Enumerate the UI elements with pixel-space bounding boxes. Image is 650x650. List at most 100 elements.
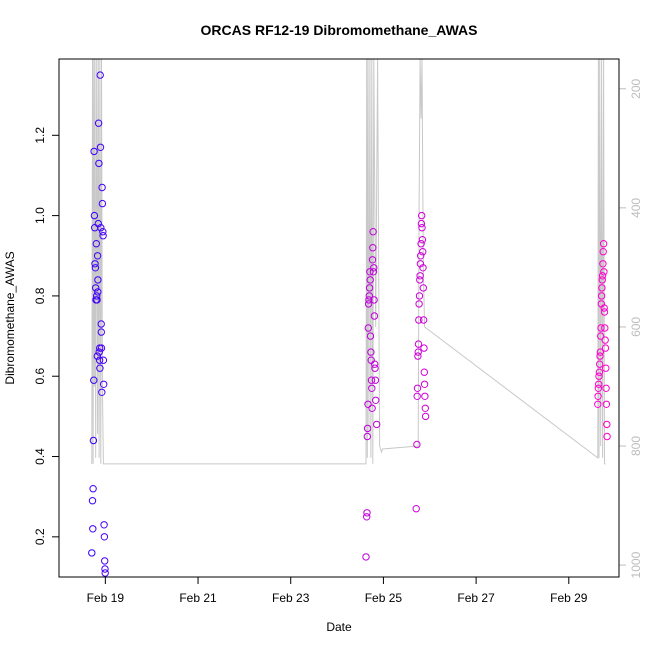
data-point: [603, 432, 611, 441]
data-point: [89, 485, 97, 493]
data-point: [101, 565, 109, 573]
y2-tick-label: 200: [629, 78, 643, 98]
data-point: [363, 432, 371, 441]
data-point: [418, 211, 426, 220]
x-tick-label: Feb 23: [272, 591, 310, 605]
data-point: [599, 260, 607, 268]
data-point: [93, 352, 102, 360]
data-point: [594, 384, 603, 392]
data-point: [595, 372, 603, 380]
y-tick-label: 0.6: [33, 368, 47, 385]
y2-tick-label: 1000: [629, 551, 643, 578]
data-point: [100, 533, 109, 541]
data-point: [367, 376, 376, 384]
data-point: [412, 505, 420, 513]
data-point: [596, 352, 604, 360]
data-point: [373, 420, 381, 429]
y-tick-label: 0.2: [33, 528, 47, 545]
data-point: [419, 248, 427, 256]
y-tick-label: 1.0: [33, 207, 47, 224]
data-point: [601, 324, 609, 332]
data-point: [98, 199, 107, 208]
chart-title: ORCAS RF12-19 Dibromomethane_AWAS: [201, 22, 478, 38]
x-tick-label: Feb 19: [87, 591, 125, 605]
data-point: [366, 332, 375, 340]
pressure-line: [91, 59, 606, 465]
data-point: [95, 356, 104, 364]
data-point: [421, 412, 430, 421]
data-point: [416, 272, 424, 280]
data-point: [600, 304, 608, 312]
plot-frame: [58, 58, 620, 578]
data-point: [601, 336, 609, 344]
data-point: [97, 224, 105, 232]
x-tick-label: Feb 27: [457, 591, 495, 605]
data-point: [99, 356, 108, 364]
data-point: [89, 436, 98, 445]
data-point: [90, 376, 98, 384]
data-point: [371, 376, 380, 384]
data-point: [598, 276, 606, 284]
data-point: [366, 268, 374, 276]
data-point: [598, 284, 606, 292]
y2-tick-label: 400: [629, 198, 643, 218]
data-point: [599, 248, 607, 256]
data-point: [418, 224, 426, 232]
data-point: [596, 360, 604, 368]
data-point: [414, 340, 423, 348]
data-point: [96, 143, 105, 152]
data-point: [370, 296, 378, 304]
data-point: [364, 300, 373, 308]
data-point: [598, 272, 607, 280]
data-point: [366, 276, 374, 284]
data-point: [363, 424, 372, 433]
data-point: [600, 308, 609, 316]
data-point: [415, 316, 423, 324]
data-points-layer: [88, 71, 611, 577]
data-point: [415, 300, 423, 308]
data-point: [597, 324, 605, 332]
data-point: [365, 296, 373, 304]
data-point: [413, 440, 421, 449]
data-point: [89, 525, 97, 533]
data-point: [92, 240, 101, 248]
data-point: [418, 236, 427, 244]
data-point: [370, 264, 378, 272]
data-point: [93, 292, 101, 300]
data-point: [595, 368, 604, 376]
data-point: [421, 392, 429, 400]
data-point: [368, 404, 376, 412]
data-point: [601, 344, 610, 352]
data-point: [369, 228, 377, 236]
x-tick-label: Feb 25: [365, 591, 403, 605]
data-point: [96, 71, 104, 79]
data-point: [93, 296, 101, 304]
data-point: [97, 320, 105, 328]
data-point: [413, 384, 422, 392]
data-point: [88, 549, 96, 557]
data-point: [371, 360, 379, 368]
data-point: [99, 228, 107, 236]
data-point: [371, 364, 379, 372]
data-point: [97, 328, 106, 336]
data-point: [603, 420, 611, 429]
data-point: [372, 396, 380, 404]
data-point: [364, 400, 372, 408]
data-point: [90, 211, 99, 220]
data-point: [100, 380, 108, 388]
data-point: [95, 159, 103, 168]
data-point: [599, 240, 608, 248]
data-point: [417, 252, 425, 260]
data-point: [88, 497, 97, 505]
data-point: [419, 316, 428, 324]
data-point: [96, 364, 104, 372]
data-point: [363, 513, 371, 521]
data-point: [416, 276, 424, 284]
y-axis-label: Dibromomethane_AWAS: [3, 251, 17, 384]
data-point: [596, 348, 604, 356]
data-point: [98, 388, 106, 396]
data-point: [602, 384, 610, 392]
data-point: [92, 284, 100, 292]
data-point: [594, 392, 602, 400]
data-point: [363, 509, 371, 517]
